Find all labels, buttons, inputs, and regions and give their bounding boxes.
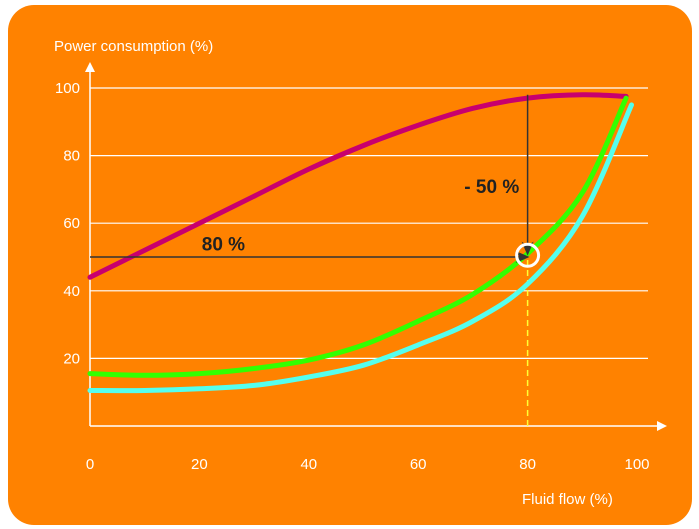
y-tick-label-1: 40 [63,283,80,300]
flow-annotation-label: 80 % [202,234,245,255]
operating-point-marker [515,242,541,268]
y-tick-label-0: 20 [63,350,80,367]
grid-lines [90,87,648,359]
y-axis-title: Power consumption (%) [54,38,213,55]
y-tick-label-4: 100 [55,80,80,97]
series-line-0 [87,92,629,280]
series-line-2 [87,102,634,394]
x-tick-labels: 0 20 40 60 80 100 [86,456,650,473]
y-tick-labels: 20 40 60 80 100 [55,80,80,367]
series-line-1 [87,95,629,378]
y-tick-label-2: 60 [63,215,80,232]
annotation-arrows [90,94,534,263]
x-tick-label-2: 40 [300,456,317,473]
chart-background [8,5,692,525]
y-tick-label-3: 80 [63,148,80,165]
x-tick-label-0: 0 [86,456,94,473]
power-reduction-label: - 50 % [464,177,519,198]
x-tick-label-3: 60 [410,456,427,473]
series-lines [87,92,634,394]
x-tick-label-4: 80 [519,456,536,473]
x-tick-label-1: 20 [191,456,208,473]
x-tick-label-5: 100 [624,456,649,473]
x-axis-title: Fluid flow (%) [522,491,613,508]
